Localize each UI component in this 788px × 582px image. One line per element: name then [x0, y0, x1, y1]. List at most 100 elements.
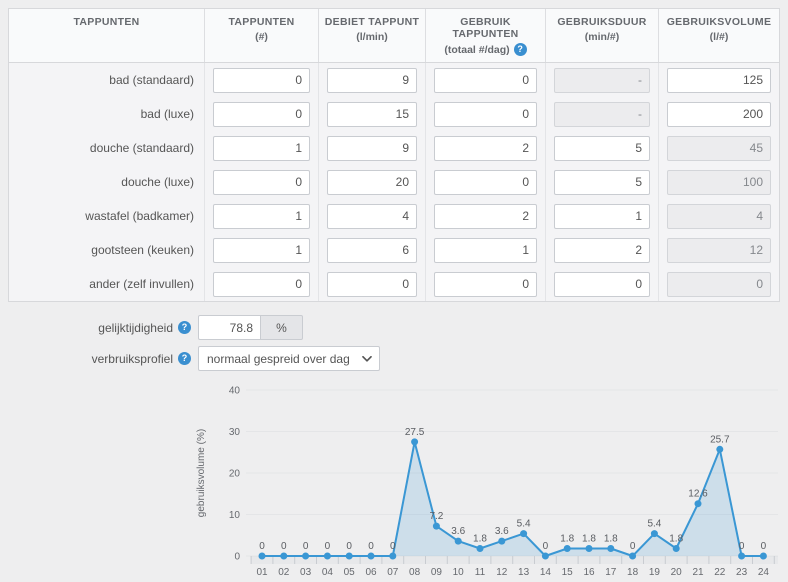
info-icon[interactable]: ?: [178, 321, 191, 334]
col-header-tappunten: TAPPUNTEN: [73, 16, 140, 28]
svg-text:04: 04: [322, 567, 334, 577]
col-header-gebruik-tappunten: GEBRUIK TAPPUNTEN (totaal #/dag) ?: [425, 9, 545, 62]
svg-text:23: 23: [736, 567, 748, 577]
svg-text:24: 24: [758, 567, 770, 577]
input-gebruik-tappunten[interactable]: [434, 271, 537, 297]
input-tappunten-aantal[interactable]: [213, 271, 310, 297]
input-debiet-tappunt[interactable]: [327, 67, 417, 93]
svg-text:0: 0: [325, 541, 331, 552]
input-gebruik-tappunten[interactable]: [434, 135, 537, 161]
svg-text:10: 10: [229, 510, 241, 521]
input-gebruiksduur: [554, 101, 650, 127]
input-tappunten-aantal[interactable]: [213, 169, 310, 195]
input-debiet-tappunt[interactable]: [327, 203, 417, 229]
svg-text:3.6: 3.6: [495, 526, 509, 537]
row-label: douche (luxe): [121, 175, 194, 189]
input-gebruik-tappunten[interactable]: [434, 237, 537, 263]
row-label: douche (standaard): [89, 141, 194, 155]
input-debiet-tappunt[interactable]: [327, 237, 417, 263]
svg-text:1.8: 1.8: [560, 534, 574, 545]
table-row: ander (zelf invullen): [9, 267, 779, 301]
page: TAPPUNTEN TAPPUNTEN (#) DEBIET TAPPUNT (…: [0, 8, 788, 582]
svg-text:14: 14: [540, 567, 552, 577]
col-header-gebruiksduur: GEBRUIKSDUUR (min/#): [545, 9, 658, 62]
svg-text:08: 08: [409, 567, 421, 577]
verbruiksprofiel-label: verbruiksprofiel ?: [0, 352, 198, 366]
svg-text:7.2: 7.2: [429, 511, 443, 522]
verbruiksprofiel-select-wrap: normaal gespreid over dag: [198, 346, 380, 371]
input-gebruiksduur[interactable]: [554, 271, 650, 297]
svg-text:05: 05: [344, 567, 356, 577]
svg-text:0: 0: [543, 541, 549, 552]
svg-text:22: 22: [714, 567, 726, 577]
svg-text:5.4: 5.4: [647, 519, 661, 530]
gelijktijdigheid-row: gelijktijdigheid ? %: [0, 315, 788, 340]
info-icon[interactable]: ?: [513, 43, 527, 56]
svg-text:3.6: 3.6: [451, 526, 465, 537]
svg-text:gebruiksvolume (%): gebruiksvolume (%): [196, 429, 207, 517]
table-row: bad (luxe): [9, 97, 779, 131]
input-debiet-tappunt[interactable]: [327, 271, 417, 297]
svg-text:13: 13: [518, 567, 530, 577]
row-label: ander (zelf invullen): [89, 277, 194, 291]
svg-text:25.7: 25.7: [710, 434, 730, 445]
table-row: gootsteen (keuken): [9, 233, 779, 267]
input-gebruiksvolume: [667, 203, 771, 229]
input-gebruik-tappunten[interactable]: [434, 67, 537, 93]
svg-text:19: 19: [649, 567, 661, 577]
row-label: wastafel (badkamer): [85, 209, 194, 223]
col-header-debiet-tappunt: DEBIET TAPPUNT (l/min): [318, 9, 425, 62]
svg-text:1.8: 1.8: [604, 534, 618, 545]
svg-text:11: 11: [475, 567, 486, 577]
gelijktijdigheid-label: gelijktijdigheid ?: [0, 321, 198, 335]
input-tappunten-aantal[interactable]: [213, 237, 310, 263]
svg-text:0: 0: [259, 541, 265, 552]
svg-text:20: 20: [671, 567, 683, 577]
percent-addon: %: [261, 315, 303, 340]
input-debiet-tappunt[interactable]: [327, 135, 417, 161]
input-gebruiksduur[interactable]: [554, 169, 650, 195]
tappunten-table: TAPPUNTEN TAPPUNTEN (#) DEBIET TAPPUNT (…: [8, 8, 780, 302]
svg-text:0: 0: [281, 541, 287, 552]
verbruiksprofiel-row: verbruiksprofiel ? normaal gespreid over…: [0, 346, 788, 371]
input-gebruiksvolume[interactable]: [667, 101, 771, 127]
input-gebruik-tappunten[interactable]: [434, 101, 537, 127]
svg-text:21: 21: [692, 567, 704, 577]
controls-section: gelijktijdigheid ? % verbruiksprofiel ? …: [0, 315, 788, 371]
input-debiet-tappunt[interactable]: [327, 169, 417, 195]
input-gebruiksvolume: [667, 237, 771, 263]
svg-text:0: 0: [303, 541, 309, 552]
input-tappunten-aantal[interactable]: [213, 203, 310, 229]
svg-text:02: 02: [278, 567, 290, 577]
input-tappunten-aantal[interactable]: [213, 101, 310, 127]
svg-text:0: 0: [234, 552, 240, 563]
svg-text:5.4: 5.4: [517, 519, 531, 530]
svg-text:03: 03: [300, 567, 312, 577]
gelijktijdigheid-input[interactable]: [198, 315, 261, 340]
input-gebruik-tappunten[interactable]: [434, 203, 537, 229]
input-debiet-tappunt[interactable]: [327, 101, 417, 127]
input-gebruiksduur[interactable]: [554, 203, 650, 229]
table-row: wastafel (badkamer): [9, 199, 779, 233]
svg-text:0: 0: [368, 541, 374, 552]
svg-text:07: 07: [387, 567, 399, 577]
input-gebruik-tappunten[interactable]: [434, 169, 537, 195]
svg-text:12.6: 12.6: [688, 489, 708, 500]
input-gebruiksvolume[interactable]: [667, 67, 771, 93]
svg-text:1.8: 1.8: [669, 534, 683, 545]
svg-text:40: 40: [229, 386, 241, 397]
info-icon[interactable]: ?: [178, 352, 191, 365]
input-gebruiksduur[interactable]: [554, 237, 650, 263]
input-tappunten-aantal[interactable]: [213, 135, 310, 161]
input-tappunten-aantal[interactable]: [213, 67, 310, 93]
input-gebruiksduur[interactable]: [554, 135, 650, 161]
table-row: bad (standaard): [9, 63, 779, 97]
row-label: bad (luxe): [140, 107, 194, 121]
table-header: TAPPUNTEN TAPPUNTEN (#) DEBIET TAPPUNT (…: [9, 9, 779, 63]
svg-text:01: 01: [256, 567, 268, 577]
gelijktijdigheid-input-group: %: [198, 315, 303, 340]
svg-text:15: 15: [562, 567, 574, 577]
usage-profile-chart: 0 10 20 30 40 0 0 0 0 0 0 0 27.5 7.2 3.6 1.8 3.6 5.4 0 1.8 1…: [190, 377, 788, 582]
svg-text:0: 0: [346, 541, 352, 552]
verbruiksprofiel-select[interactable]: normaal gespreid over dag: [198, 346, 380, 371]
